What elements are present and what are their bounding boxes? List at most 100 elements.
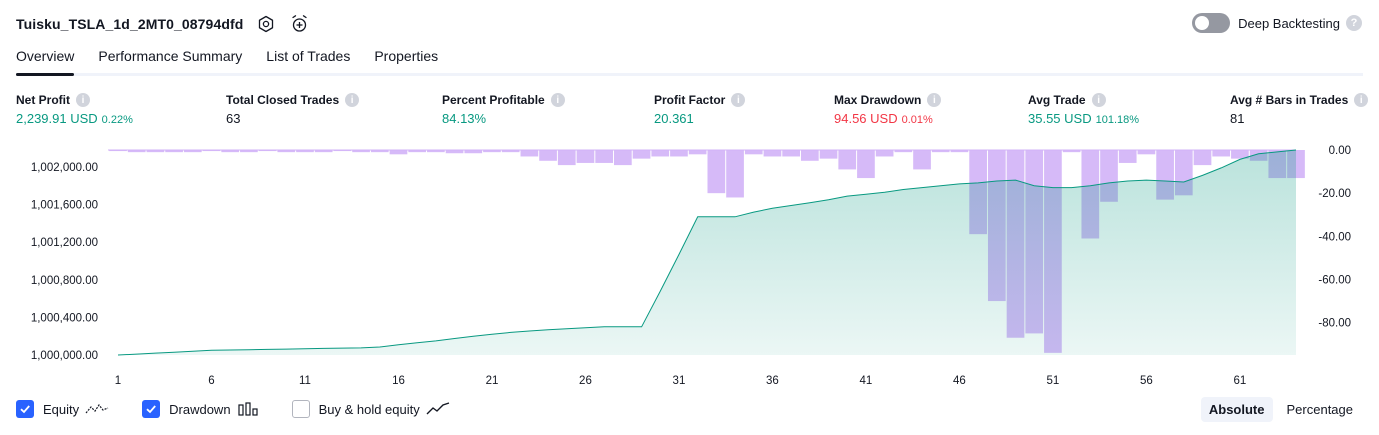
drawdown-bar bbox=[445, 150, 464, 154]
equity-checkbox[interactable] bbox=[16, 400, 34, 418]
help-icon[interactable]: ? bbox=[1346, 15, 1362, 31]
drawdown-bar bbox=[127, 150, 146, 153]
drawdown-tick-label: -40.00 bbox=[1318, 231, 1351, 243]
x-tick-label: 26 bbox=[579, 375, 592, 387]
drawdown-bar bbox=[595, 150, 614, 163]
drawdown-bar bbox=[800, 150, 819, 161]
tab-list-of-trades[interactable]: List of Trades bbox=[266, 48, 351, 64]
metric-max-drawdown: Max Drawdown i 94.56 USD 0.01% bbox=[834, 93, 942, 126]
info-icon[interactable]: i bbox=[1354, 93, 1369, 107]
drawdown-bar bbox=[819, 150, 838, 159]
drawdown-bar bbox=[838, 150, 857, 170]
x-tick-label: 46 bbox=[953, 375, 966, 387]
drawdown-bar bbox=[370, 150, 389, 153]
metric-value: 84.13% bbox=[442, 111, 487, 126]
metric-net-profit: Net Profit i 2,239.91 USD 0.22% bbox=[16, 93, 133, 126]
drawdown-bar bbox=[333, 150, 352, 152]
drawdown-bar bbox=[277, 150, 296, 153]
x-tick-label: 11 bbox=[299, 375, 311, 387]
info-icon[interactable]: i bbox=[731, 93, 746, 107]
equity-line bbox=[117, 149, 1297, 356]
x-tick-label: 41 bbox=[860, 375, 873, 387]
drawdown-bar bbox=[483, 150, 501, 153]
deep-backtesting-toggle[interactable] bbox=[1192, 13, 1231, 33]
drawdown-tick-label: 0.00 bbox=[1329, 145, 1351, 157]
x-tick-label: 31 bbox=[673, 375, 686, 387]
metric-percent: 101.18% bbox=[1095, 114, 1140, 126]
drawdown-bar bbox=[221, 150, 240, 153]
legend-label: Buy & hold equity bbox=[318, 401, 420, 417]
drawdown-bar bbox=[296, 150, 314, 153]
drawdown-bar bbox=[913, 150, 931, 170]
absolute-button[interactable]: Absolute bbox=[1200, 397, 1273, 422]
tab-performance-summary[interactable]: Performance Summary bbox=[98, 48, 243, 64]
metric-value: 94.56 USD bbox=[834, 111, 898, 126]
x-tick-label: 16 bbox=[392, 375, 405, 387]
metric-total-closed-trades: Total Closed Trades i 63 bbox=[226, 93, 360, 126]
metric-value: 2,239.91 USD bbox=[16, 111, 98, 126]
strategy-header: Tuisku_TSLA_1d_2MT0_08794dfd bbox=[16, 12, 311, 36]
gear-icon[interactable] bbox=[255, 13, 277, 35]
drawdown-bar bbox=[202, 150, 221, 152]
drawdown-bar bbox=[782, 150, 800, 157]
drawdown-tick-label: -20.00 bbox=[1318, 188, 1351, 200]
metric-label: Net Profit bbox=[16, 93, 70, 107]
info-icon[interactable]: i bbox=[345, 93, 360, 107]
metric-value: 81 bbox=[1230, 111, 1245, 126]
drawdown-bar bbox=[950, 150, 969, 153]
metric-label: Avg Trade bbox=[1028, 93, 1086, 107]
info-icon[interactable]: i bbox=[76, 93, 90, 107]
drawdown-checkbox[interactable] bbox=[142, 400, 161, 418]
metric-avg-trade: Avg Trade i 35.55 USD 101.18% bbox=[1028, 93, 1139, 126]
drawdown-bar bbox=[408, 150, 427, 153]
percentage-button[interactable]: Percentage bbox=[1286, 402, 1354, 417]
drawdown-bar bbox=[557, 150, 576, 166]
metric-percent: 0.01% bbox=[901, 114, 933, 126]
drawdown-bar bbox=[1193, 150, 1212, 166]
drawdown-bar bbox=[1231, 150, 1249, 159]
x-tick-label: 1 bbox=[115, 375, 121, 387]
deep-backtesting-label: Deep Backtesting bbox=[1238, 15, 1340, 31]
drawdown-bar bbox=[651, 150, 670, 157]
strategy-title: Tuisku_TSLA_1d_2MT0_08794dfd bbox=[16, 16, 244, 32]
legend-drawdown[interactable]: Drawdown bbox=[142, 400, 258, 418]
equity-line-icon bbox=[85, 401, 109, 417]
drawdown-bar bbox=[539, 150, 557, 161]
buy-hold-checkbox[interactable] bbox=[291, 400, 310, 418]
drawdown-bar bbox=[763, 150, 782, 157]
drawdown-tick-label: -60.00 bbox=[1318, 274, 1351, 286]
drawdown-bar bbox=[744, 150, 763, 155]
deep-backtesting: Deep Backtesting ? bbox=[1192, 13, 1362, 33]
x-tick-label: 36 bbox=[766, 375, 779, 387]
equity-tick-label: 1,000,000.00 bbox=[31, 350, 98, 362]
info-icon[interactable]: i bbox=[550, 93, 565, 107]
drawdown-bar bbox=[520, 150, 539, 157]
chart-legend: Equity Drawdown Buy & hold equity bbox=[16, 400, 483, 418]
equity-drawdown-chart[interactable]: 1,000,000.00 1,000,400.00 1,000,800.00 1,00… bbox=[0, 138, 1379, 388]
equity-tick-label: 1,000,800.00 bbox=[31, 275, 98, 287]
tab-properties[interactable]: Properties bbox=[374, 48, 439, 64]
drawdown-tick-label: -80.00 bbox=[1318, 318, 1351, 330]
legend-label: Drawdown bbox=[169, 401, 231, 417]
metric-value: 35.55 USD bbox=[1028, 111, 1092, 126]
legend-buy-hold-equity[interactable]: Buy & hold equity bbox=[291, 400, 450, 418]
equity-tick-label: 1,002,000.00 bbox=[31, 162, 98, 174]
alarm-clock-plus-icon[interactable] bbox=[289, 13, 311, 35]
drawdown-bar bbox=[707, 150, 726, 194]
drawdown-bar bbox=[726, 150, 744, 198]
metric-label: Avg # Bars in Trades bbox=[1230, 93, 1349, 107]
drawdown-bars-icon bbox=[237, 401, 259, 417]
drawdown-bar bbox=[614, 150, 632, 166]
drawdown-bar bbox=[894, 150, 913, 153]
legend-equity[interactable]: Equity bbox=[16, 400, 109, 418]
x-tick-label: 56 bbox=[1140, 375, 1153, 387]
info-icon[interactable]: i bbox=[927, 93, 942, 107]
drawdown-bar bbox=[240, 150, 258, 153]
metric-label: Profit Factor bbox=[654, 93, 726, 107]
metric-value: 63 bbox=[226, 111, 241, 126]
tab-overview[interactable]: Overview bbox=[16, 48, 75, 76]
equity-tick-label: 1,001,200.00 bbox=[31, 237, 98, 249]
metric-value: 20.361 bbox=[654, 111, 694, 126]
info-icon[interactable]: i bbox=[1091, 93, 1106, 107]
drawdown-bar bbox=[1062, 150, 1081, 153]
